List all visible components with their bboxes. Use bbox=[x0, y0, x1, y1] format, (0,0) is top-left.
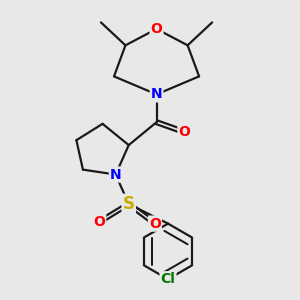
Text: Cl: Cl bbox=[160, 272, 175, 286]
Text: O: O bbox=[93, 215, 105, 229]
Text: S: S bbox=[123, 195, 135, 213]
Text: N: N bbox=[151, 87, 162, 101]
Text: O: O bbox=[178, 125, 190, 139]
Text: O: O bbox=[151, 22, 163, 36]
Text: O: O bbox=[149, 217, 161, 231]
Text: N: N bbox=[110, 167, 122, 182]
